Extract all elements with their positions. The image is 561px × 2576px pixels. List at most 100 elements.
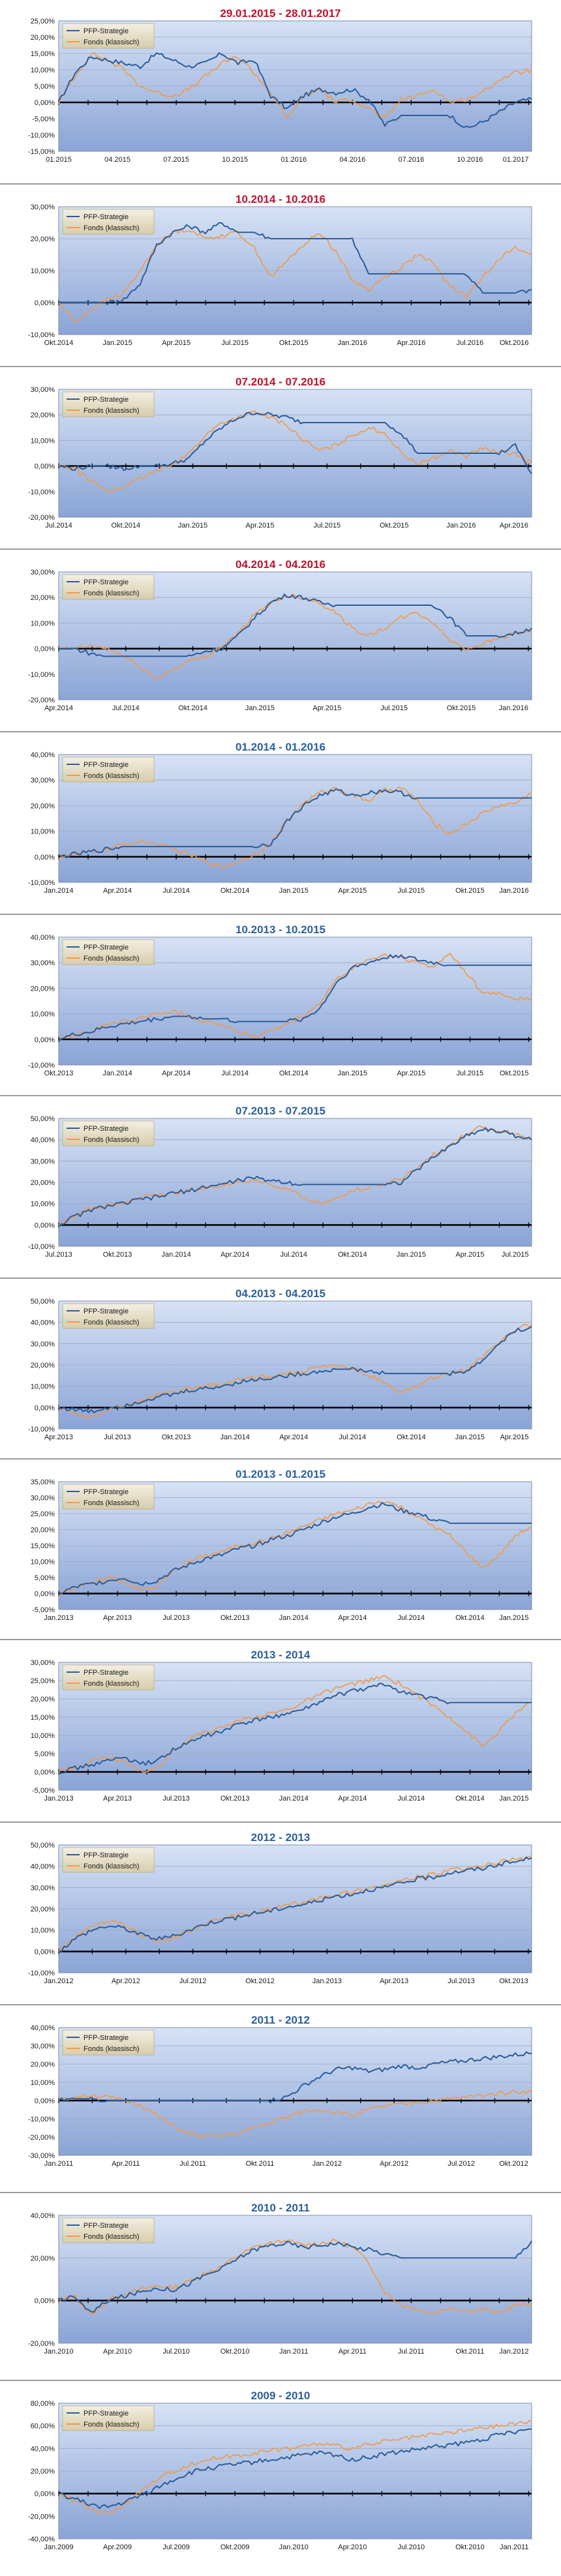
y-tick-label: 5,00% [35,1750,55,1758]
x-tick-label: Jul.2015 [398,887,425,895]
x-tick-label: Apr.2016 [500,522,528,530]
y-tick-label: -10,00% [28,1062,55,1070]
x-tick-label: Okt.2014 [397,1433,426,1441]
y-tick-label: 15,00% [31,1542,55,1550]
x-tick-label: Jan.2014 [279,1614,309,1622]
y-tick-label: -40,00% [28,2536,55,2543]
y-tick-label: -10,00% [28,879,55,887]
legend-label-fund: Fonds (klassisch) [83,407,140,415]
y-tick-label: 80,00% [31,2400,55,2408]
x-tick-label: Okt.2015 [279,339,309,347]
x-tick-label: Jan.2011 [44,2160,73,2168]
legend-label-strategy: PFP-Strategie [83,578,129,586]
x-tick-label: Jul.2013 [162,1795,190,1803]
x-tick-label: Apr.2014 [220,1251,249,1259]
y-tick-label: 20,00% [31,1696,55,1703]
y-tick-label: 10,00% [31,267,55,275]
legend-box [62,756,155,783]
y-tick-label: 0,00% [35,1769,55,1776]
x-tick-label: Jul.2014 [112,704,140,712]
x-tick-label: Okt.2015 [447,704,476,712]
x-tick-label: Jan.2012 [499,2348,528,2356]
y-tick-label: 40,00% [31,934,55,942]
y-tick-label: -30,00% [28,2152,55,2160]
chart-title: 07.2014 - 07.2016 [235,376,326,388]
x-tick-label: Okt.2014 [338,1251,367,1259]
chart-panel: 2012 - 2013 -10,00% 0,00% 10,00% 20,00% 30,00… [0,1821,561,1985]
x-tick-label: Okt.2014 [112,522,141,530]
legend-label-strategy: PFP-Strategie [83,1308,129,1315]
y-tick-label: 30,00% [31,959,55,967]
x-tick-label: Jan.2016 [446,522,476,530]
y-tick-label: -5,00% [32,1606,55,1614]
y-tick-label: 20,00% [31,2254,55,2262]
x-tick-label: Jul.2012 [179,1977,207,1985]
y-tick-label: 30,00% [31,569,55,577]
legend-label-strategy: PFP-Strategie [83,27,129,35]
x-tick-label: Apr.2014 [162,1070,190,1077]
x-tick-label: Jul.2015 [380,704,408,712]
x-tick-label: Jul.2015 [221,339,249,347]
series-line-strategy [58,2240,532,2313]
x-tick-label: Okt.2011 [246,2160,275,2168]
legend-box [62,23,155,49]
x-tick-label: Jul.2014 [162,887,190,895]
x-tick-label: Jan.2015 [102,339,132,347]
y-tick-label: 25,00% [31,1510,55,1518]
chart-panel: 01.2014 - 01.2016 -10,00% 0,00% 10,00% 20,00… [0,731,561,895]
y-tick-label: 10,00% [31,620,55,627]
x-tick-label: Apr.2014 [338,1614,367,1622]
x-tick-label: 10.2016 [457,156,483,164]
y-tick-label: 40,00% [31,2212,55,2220]
y-tick-label: -20,00% [28,2134,55,2142]
x-tick-label: Jan.2013 [312,1977,342,1985]
y-tick-label: -20,00% [28,2513,55,2521]
y-tick-label: 20,00% [31,802,55,810]
legend-label-strategy: PFP-Strategie [83,2222,129,2230]
x-tick-label: Jul.2010 [398,2543,425,2551]
x-tick-label: 07.2016 [398,156,424,164]
legend-box [62,391,155,417]
x-tick-label: Apr.2013 [380,1977,408,1985]
x-tick-label: Jul.2011 [398,2348,425,2356]
legend-label-fund: Fonds (klassisch) [83,955,140,963]
x-tick-label: Jul.2014 [45,522,72,530]
y-tick-label: -10,00% [28,132,55,140]
y-tick-label: 0,00% [35,1404,55,1412]
series-line-strategy [58,1502,532,1595]
x-tick-label: Okt.2014 [44,339,74,347]
series-line-strategy [58,1683,532,1775]
x-tick-label: 10.2015 [222,156,248,164]
legend-label-strategy: PFP-Strategie [83,1125,129,1133]
x-tick-label: 04.2015 [104,156,130,164]
x-tick-label: Apr.2014 [103,887,132,895]
x-tick-label: Okt.2014 [455,1795,485,1803]
y-tick-label: -10,00% [28,1426,55,1433]
x-tick-label: 01.2015 [46,156,72,164]
y-tick-label: 10,00% [31,67,55,74]
x-tick-label: Jul.2014 [339,1433,367,1441]
x-tick-label: Jan.2013 [44,1795,73,1803]
x-tick-label: 04.2016 [339,156,365,164]
y-tick-label: -20,00% [28,2340,55,2348]
chart-title: 2013 - 2014 [251,1649,311,1661]
x-tick-label: Okt.2010 [220,2348,250,2356]
y-tick-label: 0,00% [35,1036,55,1044]
x-tick-label: Jan.2015 [455,1433,485,1441]
chart-panel: 07.2014 - 07.2016 -20,00% -10,00% 0,00% 10,0… [0,366,561,530]
x-tick-label: Apr.2014 [338,1795,367,1803]
x-tick-label: Jul.2015 [457,1070,484,1077]
y-tick-label: 40,00% [31,751,55,759]
legend-label-fund: Fonds (klassisch) [83,1136,140,1144]
chart-title: 01.2014 - 01.2016 [235,741,326,753]
x-tick-label: Apr.2013 [103,1614,132,1622]
legend-box [62,939,155,965]
x-tick-label: Apr.2015 [338,887,367,895]
legend-box [62,1664,155,1690]
y-tick-label: -20,00% [28,696,55,704]
x-tick-label: Jul.2010 [162,2348,190,2356]
x-tick-label: Jul.2009 [162,2543,190,2551]
chart-panel: 2010 - 2011 -20,00% 0,00% 20,00% 40,00% Jan.2… [0,2192,561,2356]
y-tick-label: 0,00% [35,299,55,307]
series-line-strategy [58,2051,532,2103]
